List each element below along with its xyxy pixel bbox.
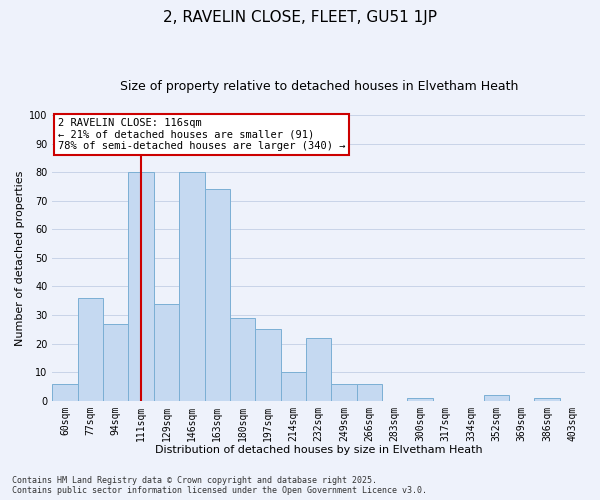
Bar: [205, 190, 230, 400]
Bar: [52, 384, 78, 400]
Text: Contains HM Land Registry data © Crown copyright and database right 2025.
Contai: Contains HM Land Registry data © Crown c…: [12, 476, 427, 495]
Bar: [230, 318, 255, 400]
Bar: [281, 372, 306, 400]
Bar: [128, 172, 154, 400]
Text: 2 RAVELIN CLOSE: 116sqm
← 21% of detached houses are smaller (91)
78% of semi-de: 2 RAVELIN CLOSE: 116sqm ← 21% of detache…: [58, 118, 345, 151]
Bar: [154, 304, 179, 400]
Bar: [357, 384, 382, 400]
X-axis label: Distribution of detached houses by size in Elvetham Heath: Distribution of detached houses by size …: [155, 445, 482, 455]
Y-axis label: Number of detached properties: Number of detached properties: [15, 170, 25, 346]
Title: Size of property relative to detached houses in Elvetham Heath: Size of property relative to detached ho…: [119, 80, 518, 93]
Bar: [534, 398, 560, 400]
Bar: [306, 338, 331, 400]
Bar: [255, 330, 281, 400]
Bar: [331, 384, 357, 400]
Text: 2, RAVELIN CLOSE, FLEET, GU51 1JP: 2, RAVELIN CLOSE, FLEET, GU51 1JP: [163, 10, 437, 25]
Bar: [407, 398, 433, 400]
Bar: [78, 298, 103, 400]
Bar: [179, 172, 205, 400]
Bar: [484, 395, 509, 400]
Bar: [103, 324, 128, 400]
